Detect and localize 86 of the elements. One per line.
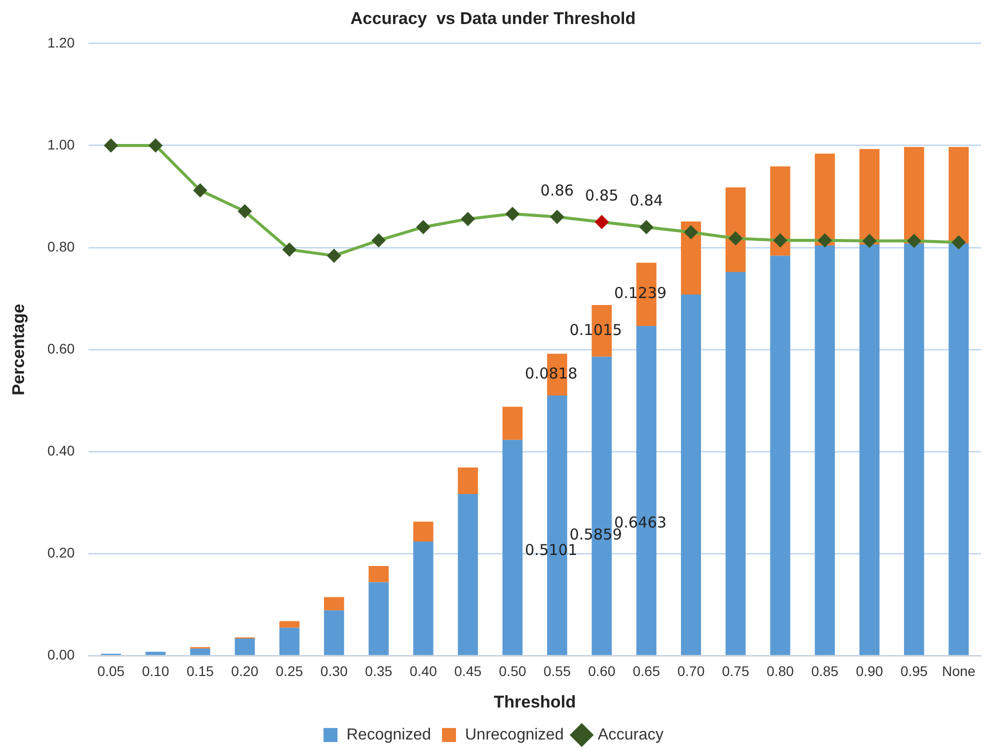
bar <box>324 610 344 656</box>
bar <box>190 648 210 656</box>
x-tick-label: 0.45 <box>454 663 482 680</box>
y-tick-label: 0.60 <box>47 340 75 356</box>
x-tick-label: 0.90 <box>856 663 884 680</box>
point <box>729 232 742 245</box>
point <box>194 184 207 197</box>
bar <box>770 256 790 656</box>
point <box>640 220 653 234</box>
bar <box>814 245 835 656</box>
bar <box>726 187 746 272</box>
x-tick-label: 0.55 <box>544 663 571 680</box>
bar <box>814 154 835 246</box>
x-tick-label: 0.20 <box>231 663 259 680</box>
point <box>908 234 921 248</box>
x-tick-label: 0.80 <box>766 663 794 680</box>
x-tick-label: 0.85 <box>811 663 839 680</box>
x-tick-label: 0.30 <box>320 663 348 680</box>
point <box>461 212 474 226</box>
bar <box>368 566 389 582</box>
point <box>416 220 430 234</box>
chart-title: Accuracy vs Data under Threshold <box>350 8 636 28</box>
bar <box>680 222 702 294</box>
point <box>372 234 386 247</box>
data-label: 0.86 <box>540 181 574 200</box>
x-tick-label: 0.70 <box>677 663 705 680</box>
point <box>506 207 520 220</box>
x-tick-label: 0.95 <box>900 663 928 680</box>
y-tick-label: 0.00 <box>47 646 75 663</box>
bar <box>726 272 746 656</box>
bar <box>279 628 300 656</box>
x-tick-label: 0.25 <box>276 663 304 680</box>
bar <box>146 652 166 656</box>
data-label: 0.84 <box>630 192 664 210</box>
bar <box>502 406 523 440</box>
bar <box>904 147 924 244</box>
point <box>952 236 966 249</box>
bar <box>458 467 478 494</box>
x-tick-label: 0.75 <box>722 663 750 680</box>
x-tick-label: 0.15 <box>186 663 214 680</box>
bar <box>279 621 300 628</box>
bar <box>770 166 790 256</box>
bar <box>458 494 478 656</box>
bar <box>413 541 434 656</box>
y-tick-label: 1.00 <box>47 136 75 152</box>
point <box>595 216 608 229</box>
legend-label: Accuracy <box>598 726 664 744</box>
legend-label: Recognized <box>346 726 431 744</box>
legend-label: Unrecognized <box>464 726 564 744</box>
bar <box>502 440 523 656</box>
y-tick-label: 1.20 <box>47 34 75 50</box>
x-tick-label: 0.10 <box>142 663 170 680</box>
y-tick-label: 0.20 <box>47 544 75 561</box>
data-label: 0.85 <box>585 186 618 204</box>
bar <box>948 147 969 244</box>
x-tick-label: None <box>942 663 976 680</box>
data-label: 0.5101 <box>524 541 578 560</box>
point <box>149 138 162 152</box>
point <box>238 204 252 218</box>
bar <box>948 243 969 656</box>
y-tick-label: 0.80 <box>47 238 75 254</box>
point <box>862 234 876 248</box>
x-tick-label: 0.40 <box>410 663 438 680</box>
bar <box>859 149 880 244</box>
bar <box>324 597 344 610</box>
x-tick-label: 0.50 <box>498 663 526 680</box>
bar <box>680 294 702 656</box>
x-tick-label: 0.35 <box>365 663 392 680</box>
bar <box>413 522 434 542</box>
point <box>818 234 832 247</box>
point <box>550 210 564 224</box>
point <box>774 234 787 247</box>
y-tick-label: 0.40 <box>47 442 75 459</box>
point <box>282 243 296 256</box>
bar <box>904 243 924 656</box>
point <box>328 249 341 262</box>
point <box>684 226 698 239</box>
x-tick-label: 0.65 <box>632 663 660 680</box>
bar <box>368 582 389 656</box>
bar <box>859 244 880 656</box>
x-axis-title: Threshold <box>494 692 576 712</box>
x-tick-label: 0.60 <box>588 663 616 680</box>
bar <box>234 638 255 656</box>
x-tick-label: 0.05 <box>97 663 125 680</box>
point <box>104 138 118 152</box>
y-axis-title: Percentage <box>8 304 28 396</box>
